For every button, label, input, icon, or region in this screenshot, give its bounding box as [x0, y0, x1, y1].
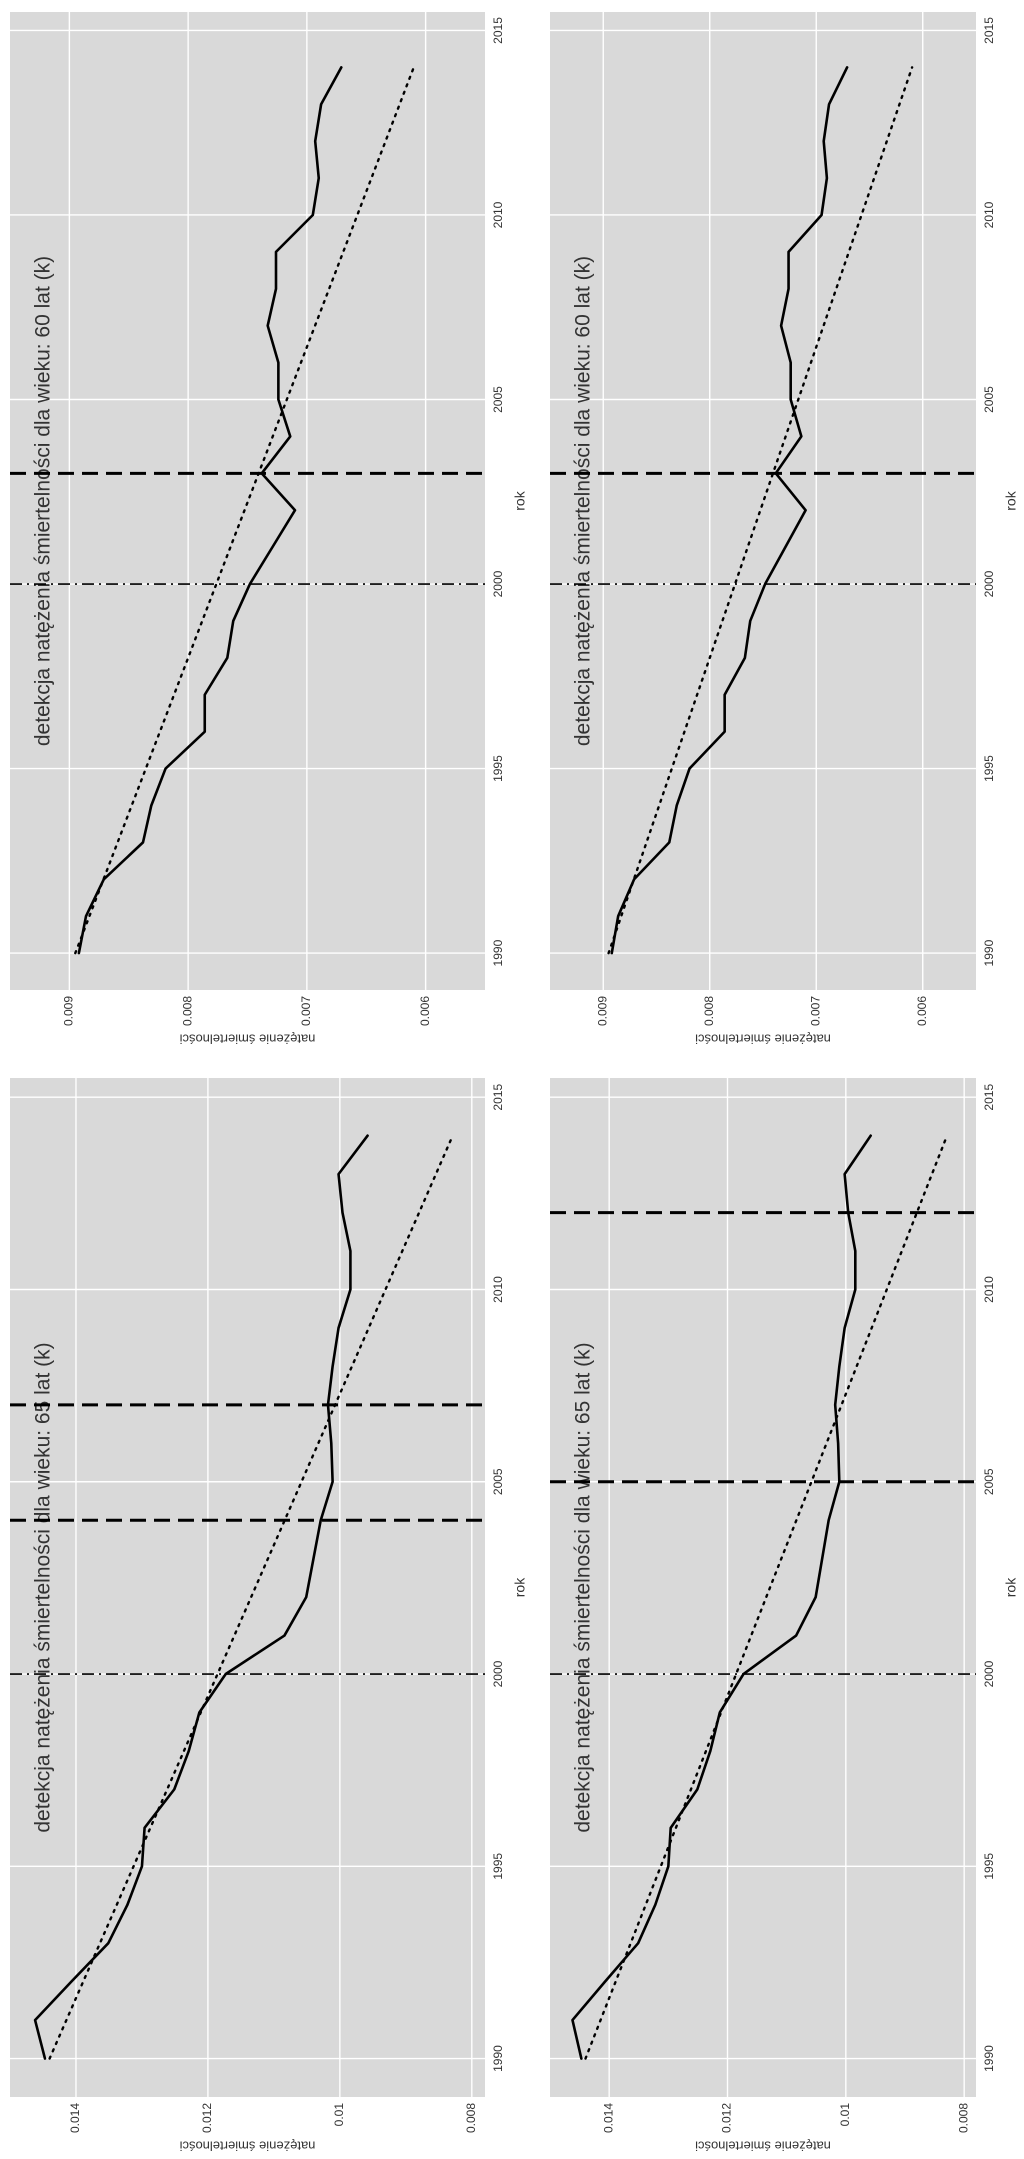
- x-tick-label: 2010: [982, 1276, 996, 1303]
- series-line: [74, 66, 415, 955]
- y-tick-label: 0.007: [299, 996, 313, 1026]
- x-tick-label: 1990: [982, 939, 996, 966]
- y-tick-label: 0.009: [62, 996, 76, 1026]
- x-tick-label: 2015: [491, 17, 505, 44]
- y-tick-label: 0.009: [595, 996, 609, 1026]
- y-tick-label: 0.014: [601, 2103, 615, 2133]
- x-tick-label: 2015: [982, 1084, 996, 1111]
- chart-title: detekcja natężenia śmiertelności dla wie…: [572, 256, 595, 746]
- plot-background: [550, 12, 976, 990]
- plot-background: [10, 1078, 485, 2097]
- series-line: [610, 66, 849, 955]
- chart-title: detekcja natężenia śmiertelności dla wie…: [32, 1342, 55, 1832]
- y-tick-label: 0.012: [200, 2103, 214, 2133]
- y-axis-label: natężenie śmiertelności: [695, 1032, 831, 1047]
- x-tick-label: 2000: [491, 570, 505, 597]
- y-tick-label: 0.008: [180, 996, 194, 1026]
- y-tick-label: 0.007: [808, 996, 822, 1026]
- x-tick-label: 1995: [491, 1853, 505, 1880]
- y-tick-label: 0.006: [915, 996, 929, 1026]
- plot-background: [550, 1078, 976, 2097]
- plot-background: [10, 12, 485, 990]
- panel: 1990 1995 2000 2005 2010 2015 0.008 0.01 0.012 0.…: [550, 1078, 1019, 2154]
- x-axis-label: rok: [1003, 1577, 1019, 1597]
- y-tick-label: 0.01: [332, 2103, 346, 2127]
- x-tick-label: 1995: [982, 755, 996, 782]
- y-tick-label: 0.008: [464, 2103, 478, 2133]
- x-tick-label: 2010: [982, 201, 996, 228]
- x-tick-label: 1990: [982, 2045, 996, 2072]
- y-tick-label: 0.008: [702, 996, 716, 1026]
- x-axis-label: rok: [1003, 490, 1019, 510]
- y-tick-label: 0.006: [418, 996, 432, 1026]
- x-tick-label: 2015: [982, 17, 996, 44]
- series-line: [571, 1134, 872, 2060]
- series-line: [584, 1134, 949, 2060]
- x-tick-label: 1995: [491, 755, 505, 782]
- y-axis-label: natężenie śmiertelności: [179, 2139, 315, 2154]
- x-tick-label: 1995: [982, 1853, 996, 1880]
- x-tick-label: 2005: [982, 386, 996, 413]
- series-line: [33, 1134, 369, 2060]
- chart-title: detekcja natężenia śmiertelności dla wie…: [32, 256, 55, 746]
- y-axis-label: natężenie śmiertelności: [179, 1032, 315, 1047]
- series-line: [77, 66, 343, 955]
- x-tick-label: 2015: [491, 1084, 505, 1111]
- x-tick-label: 1990: [491, 939, 505, 966]
- panel: 1990 1995 2000 2005 2010 2015 0.008 0.01 0.012 0.…: [10, 1078, 528, 2154]
- y-axis-label: natężenie śmiertelności: [695, 2139, 831, 2154]
- y-tick-label: 0.01: [838, 2103, 852, 2127]
- panel: 1990 1995 2000 2005 2010 2015 0.006 0.007 0.008 0…: [550, 12, 1019, 1047]
- x-tick-label: 2000: [982, 1660, 996, 1687]
- x-tick-label: 2000: [491, 1660, 505, 1687]
- series-line: [48, 1134, 454, 2060]
- x-tick-label: 2005: [491, 386, 505, 413]
- chart-title: detekcja natężenia śmiertelności dla wie…: [572, 1342, 595, 1832]
- x-axis-label: rok: [512, 490, 528, 510]
- y-tick-label: 0.008: [956, 2103, 970, 2133]
- x-tick-label: 2005: [491, 1468, 505, 1495]
- y-tick-label: 0.014: [68, 2103, 82, 2133]
- x-tick-label: 2000: [982, 570, 996, 597]
- x-axis-label: rok: [512, 1577, 528, 1597]
- x-tick-label: 1990: [491, 2045, 505, 2072]
- x-tick-label: 2010: [491, 201, 505, 228]
- y-tick-label: 0.012: [720, 2103, 734, 2133]
- panel: 1990 1995 2000 2005 2010 2015 0.006 0.007 0.008 0…: [10, 12, 528, 1047]
- x-tick-label: 2010: [491, 1276, 505, 1303]
- x-tick-label: 2005: [982, 1468, 996, 1495]
